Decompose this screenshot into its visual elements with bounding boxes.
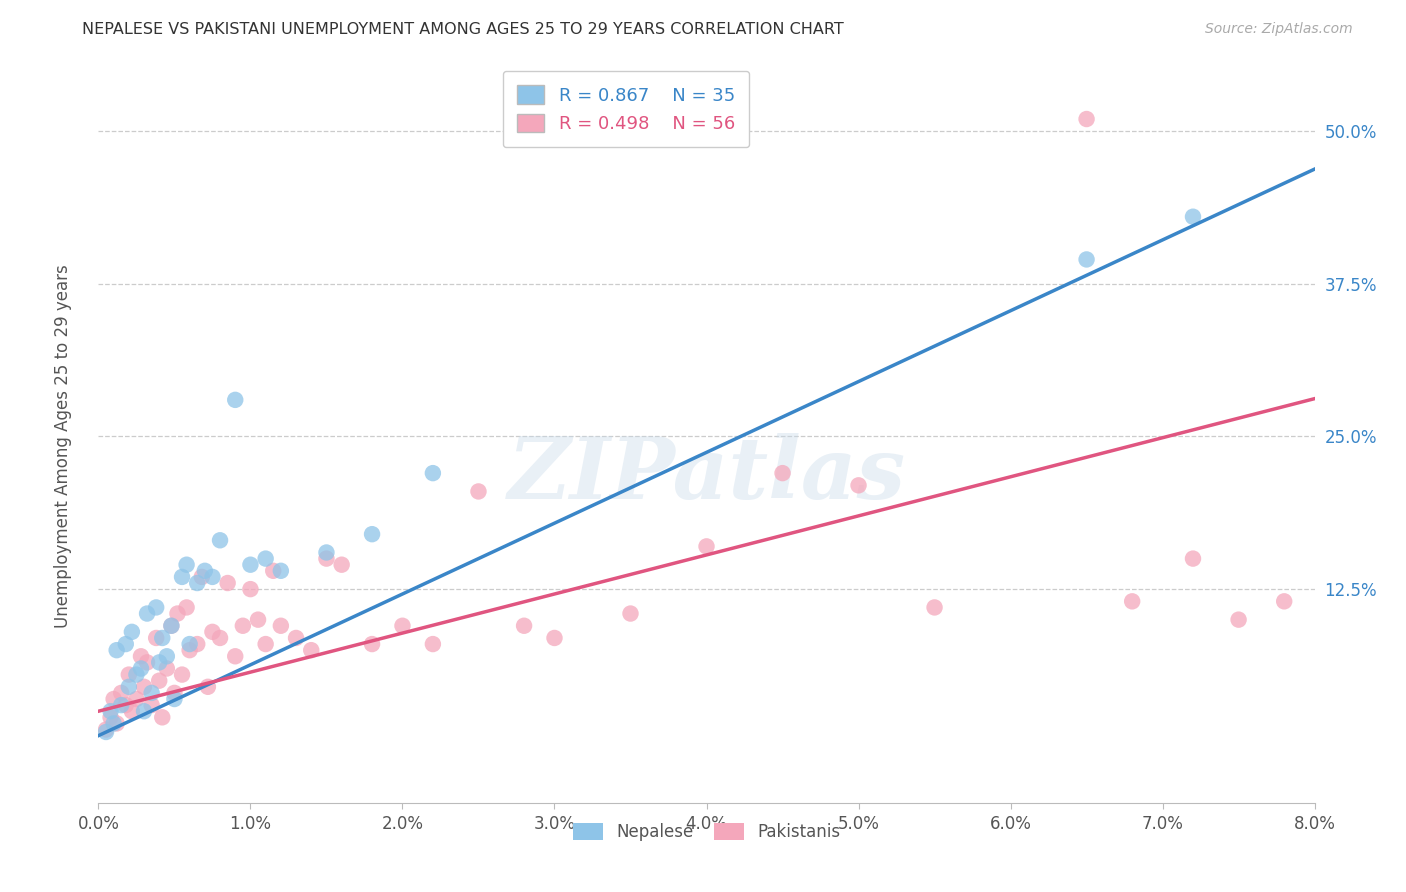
- Point: [114, 698, 136, 712]
- Point: [163, 686, 186, 700]
- Point: [141, 686, 163, 700]
- Point: [156, 661, 179, 675]
- Point: [136, 607, 159, 621]
- Point: [315, 545, 337, 559]
- Point: [254, 637, 277, 651]
- Point: [94, 725, 117, 739]
- Point: [422, 637, 444, 651]
- Point: [543, 631, 565, 645]
- Point: [224, 649, 246, 664]
- Point: [105, 716, 128, 731]
- Point: [619, 607, 641, 621]
- Point: [105, 643, 128, 657]
- Point: [100, 710, 122, 724]
- Point: [1227, 613, 1250, 627]
- Point: [1076, 252, 1098, 267]
- Point: [103, 692, 125, 706]
- Point: [176, 558, 198, 572]
- Point: [924, 600, 946, 615]
- Point: [141, 698, 163, 712]
- Point: [163, 692, 186, 706]
- Point: [145, 600, 167, 615]
- Point: [201, 570, 224, 584]
- Point: [170, 667, 193, 681]
- Point: [129, 661, 152, 675]
- Point: [247, 613, 270, 627]
- Point: [179, 643, 201, 657]
- Point: [191, 570, 214, 584]
- Point: [330, 558, 353, 572]
- Point: [94, 723, 117, 737]
- Point: [186, 576, 208, 591]
- Point: [696, 540, 718, 554]
- Point: [361, 637, 384, 651]
- Point: [100, 704, 122, 718]
- Point: [125, 692, 148, 706]
- Point: [160, 619, 183, 633]
- Point: [848, 478, 870, 492]
- Point: [103, 716, 125, 731]
- Point: [239, 558, 262, 572]
- Point: [270, 564, 292, 578]
- Point: [160, 619, 183, 633]
- Point: [772, 466, 794, 480]
- Point: [129, 649, 152, 664]
- Point: [209, 631, 232, 645]
- Point: [1272, 594, 1295, 608]
- Point: [136, 656, 159, 670]
- Point: [299, 643, 322, 657]
- Point: [1182, 551, 1205, 566]
- Point: [121, 624, 143, 639]
- Point: [132, 704, 155, 718]
- Point: [422, 466, 444, 480]
- Point: [125, 667, 148, 681]
- Point: [262, 564, 284, 578]
- Point: [132, 680, 155, 694]
- Point: [391, 619, 413, 633]
- Point: [254, 551, 277, 566]
- Point: [166, 607, 188, 621]
- Point: [513, 619, 536, 633]
- Point: [121, 704, 143, 718]
- Text: NEPALESE VS PAKISTANI UNEMPLOYMENT AMONG AGES 25 TO 29 YEARS CORRELATION CHART: NEPALESE VS PAKISTANI UNEMPLOYMENT AMONG…: [82, 22, 844, 37]
- Point: [148, 673, 170, 688]
- Point: [1121, 594, 1143, 608]
- Point: [201, 624, 224, 639]
- Point: [186, 637, 208, 651]
- Point: [176, 600, 198, 615]
- Point: [150, 710, 173, 724]
- Point: [110, 686, 132, 700]
- Point: [148, 656, 170, 670]
- Point: [285, 631, 308, 645]
- Legend: Nepalese, Pakistanis: Nepalese, Pakistanis: [567, 816, 846, 848]
- Point: [361, 527, 384, 541]
- Text: Unemployment Among Ages 25 to 29 years: Unemployment Among Ages 25 to 29 years: [55, 264, 72, 628]
- Point: [179, 637, 201, 651]
- Point: [1182, 210, 1205, 224]
- Point: [156, 649, 179, 664]
- Point: [194, 564, 217, 578]
- Point: [170, 570, 193, 584]
- Point: [114, 637, 136, 651]
- Point: [145, 631, 167, 645]
- Text: ZIPatlas: ZIPatlas: [508, 434, 905, 516]
- Point: [467, 484, 489, 499]
- Point: [118, 667, 141, 681]
- Point: [217, 576, 239, 591]
- Point: [110, 698, 132, 712]
- Point: [224, 392, 246, 407]
- Point: [209, 533, 232, 548]
- Point: [270, 619, 292, 633]
- Point: [197, 680, 219, 694]
- Point: [1076, 112, 1098, 126]
- Point: [315, 551, 337, 566]
- Point: [239, 582, 262, 596]
- Point: [150, 631, 173, 645]
- Point: [118, 680, 141, 694]
- Point: [232, 619, 254, 633]
- Text: Source: ZipAtlas.com: Source: ZipAtlas.com: [1205, 22, 1353, 37]
